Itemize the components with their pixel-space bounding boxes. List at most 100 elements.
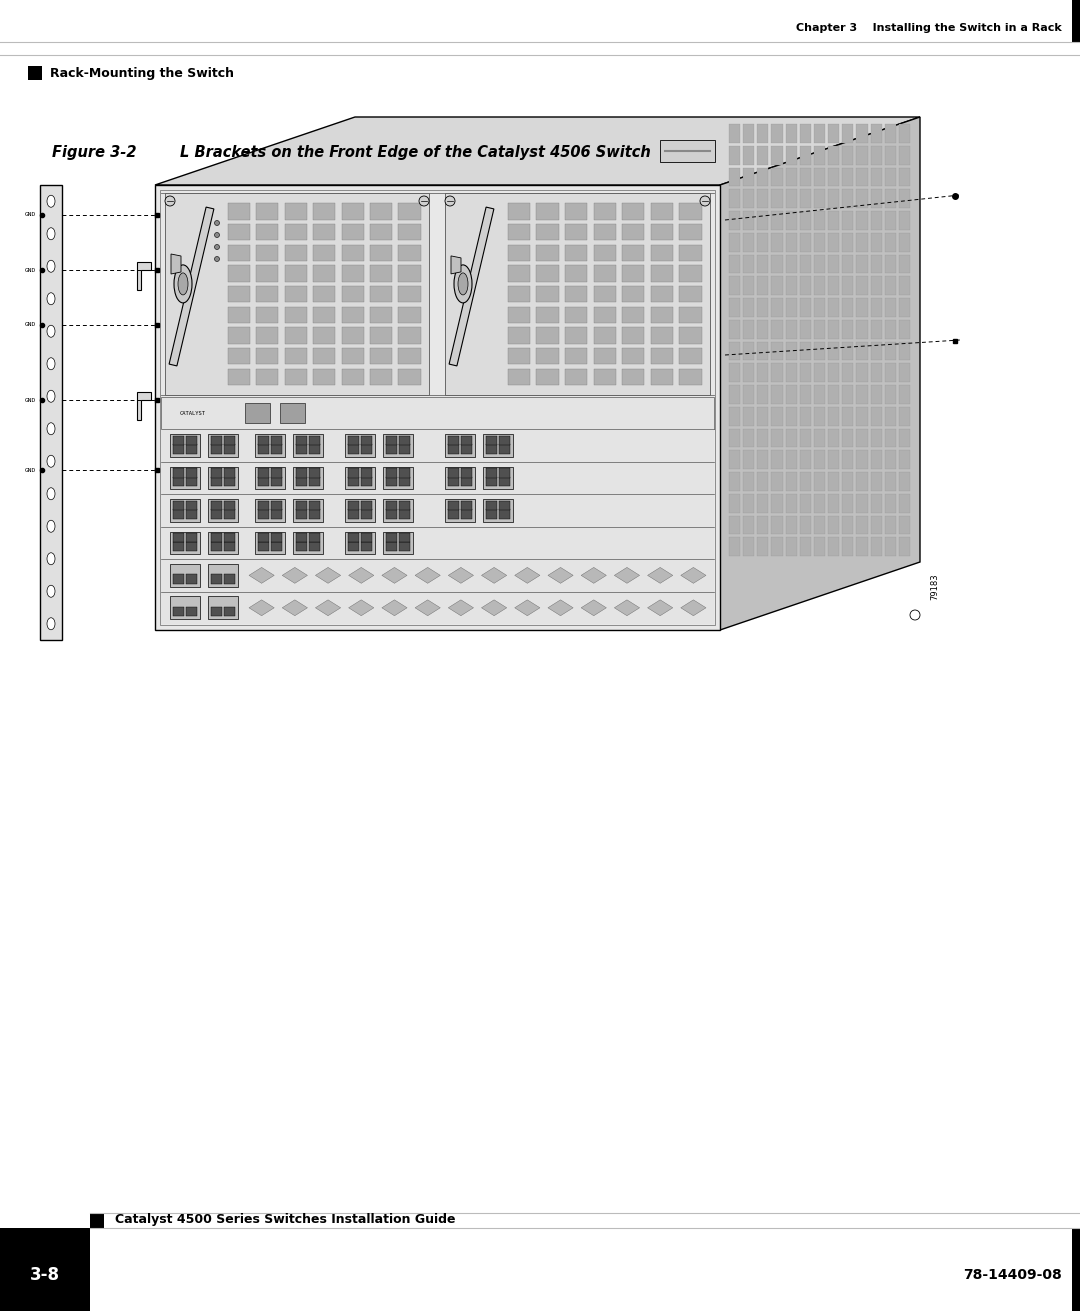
Polygon shape <box>785 538 797 556</box>
Polygon shape <box>814 341 825 361</box>
Polygon shape <box>785 363 797 382</box>
Bar <box>309 477 320 486</box>
Bar <box>537 286 558 303</box>
Bar <box>537 266 558 282</box>
Circle shape <box>165 197 175 206</box>
Polygon shape <box>870 538 881 556</box>
Bar <box>565 307 588 323</box>
Bar <box>537 224 558 240</box>
Polygon shape <box>800 211 811 229</box>
Polygon shape <box>856 254 867 273</box>
Bar <box>679 368 702 385</box>
Bar <box>508 307 530 323</box>
Polygon shape <box>785 233 797 252</box>
Polygon shape <box>448 568 473 583</box>
Polygon shape <box>482 568 507 583</box>
Bar <box>293 467 323 489</box>
Polygon shape <box>282 568 308 583</box>
Polygon shape <box>771 189 783 208</box>
Polygon shape <box>814 254 825 273</box>
Bar <box>165 193 429 395</box>
Polygon shape <box>814 189 825 208</box>
Text: GND: GND <box>25 397 36 402</box>
Bar <box>0 1228 90 1311</box>
Bar <box>370 328 392 343</box>
Bar <box>622 307 645 323</box>
Bar <box>173 607 184 616</box>
Bar <box>508 203 530 220</box>
Bar <box>186 509 197 519</box>
Polygon shape <box>800 168 811 186</box>
Bar <box>258 501 269 510</box>
Polygon shape <box>814 450 825 469</box>
Bar <box>361 509 372 519</box>
Polygon shape <box>729 429 740 447</box>
Polygon shape <box>842 363 853 382</box>
Bar <box>170 564 200 587</box>
Bar <box>296 477 307 486</box>
Bar <box>296 435 307 446</box>
Polygon shape <box>885 168 895 186</box>
Bar <box>399 203 420 220</box>
Polygon shape <box>828 363 839 382</box>
Bar <box>594 368 616 385</box>
Polygon shape <box>171 254 181 274</box>
Polygon shape <box>885 494 895 513</box>
Bar <box>309 501 320 510</box>
Text: L Brackets on the Front Edge of the Catalyst 4506 Switch: L Brackets on the Front Edge of the Cata… <box>180 146 651 160</box>
Bar <box>211 501 222 510</box>
Polygon shape <box>814 363 825 382</box>
Polygon shape <box>249 600 274 616</box>
Polygon shape <box>315 600 340 616</box>
Bar <box>622 224 645 240</box>
Polygon shape <box>137 262 151 290</box>
Polygon shape <box>729 406 740 426</box>
Bar <box>258 468 269 477</box>
Ellipse shape <box>48 195 55 207</box>
Polygon shape <box>757 320 769 338</box>
Bar <box>161 430 714 461</box>
Polygon shape <box>757 385 769 404</box>
Polygon shape <box>800 450 811 469</box>
Bar <box>341 224 364 240</box>
Bar <box>228 224 249 240</box>
Bar <box>186 534 197 543</box>
Bar <box>348 509 359 519</box>
Bar <box>208 434 238 458</box>
Bar <box>170 467 200 489</box>
Bar <box>211 468 222 477</box>
Polygon shape <box>785 189 797 208</box>
Polygon shape <box>515 600 540 616</box>
Bar <box>370 245 392 261</box>
Bar <box>228 266 249 282</box>
Bar <box>594 349 616 364</box>
Bar <box>386 534 397 543</box>
Polygon shape <box>856 385 867 404</box>
Polygon shape <box>800 277 811 295</box>
Bar <box>348 477 359 486</box>
Bar <box>345 499 375 522</box>
Text: 79183: 79183 <box>931 573 940 600</box>
Bar <box>186 468 197 477</box>
Polygon shape <box>828 320 839 338</box>
Polygon shape <box>885 320 895 338</box>
Polygon shape <box>814 298 825 317</box>
Bar <box>285 349 307 364</box>
Bar <box>370 286 392 303</box>
Bar <box>445 193 710 395</box>
Bar <box>211 574 222 583</box>
Bar <box>345 467 375 489</box>
Bar <box>508 349 530 364</box>
Bar <box>499 501 510 510</box>
Bar <box>224 574 235 583</box>
Polygon shape <box>743 168 754 186</box>
Bar <box>651 245 673 261</box>
Bar <box>285 328 307 343</box>
Bar <box>486 444 497 454</box>
Bar <box>1072 0 1080 42</box>
Bar <box>486 435 497 446</box>
Ellipse shape <box>178 273 188 295</box>
Polygon shape <box>842 450 853 469</box>
Polygon shape <box>757 494 769 513</box>
Polygon shape <box>800 429 811 447</box>
